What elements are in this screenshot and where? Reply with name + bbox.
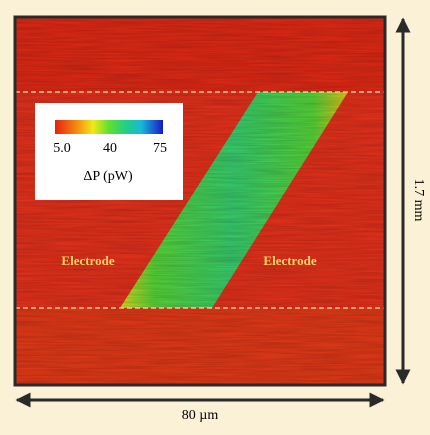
colorbar-tick: 40 — [103, 141, 117, 156]
electrode-label: Electrode — [61, 253, 114, 268]
colorbar-box — [35, 103, 183, 200]
colorbar-label: ΔP (pW) — [83, 169, 133, 184]
texture — [15, 17, 385, 385]
electrode-label: Electrode — [263, 253, 316, 268]
width-label: 80 µm — [182, 408, 219, 423]
image-frame — [13, 15, 387, 387]
colorbar-tick: 5.0 — [53, 141, 71, 156]
colorbar — [55, 120, 163, 134]
height-label: 1.7 mm — [411, 179, 426, 222]
colorbar-tick: 75 — [153, 141, 167, 156]
